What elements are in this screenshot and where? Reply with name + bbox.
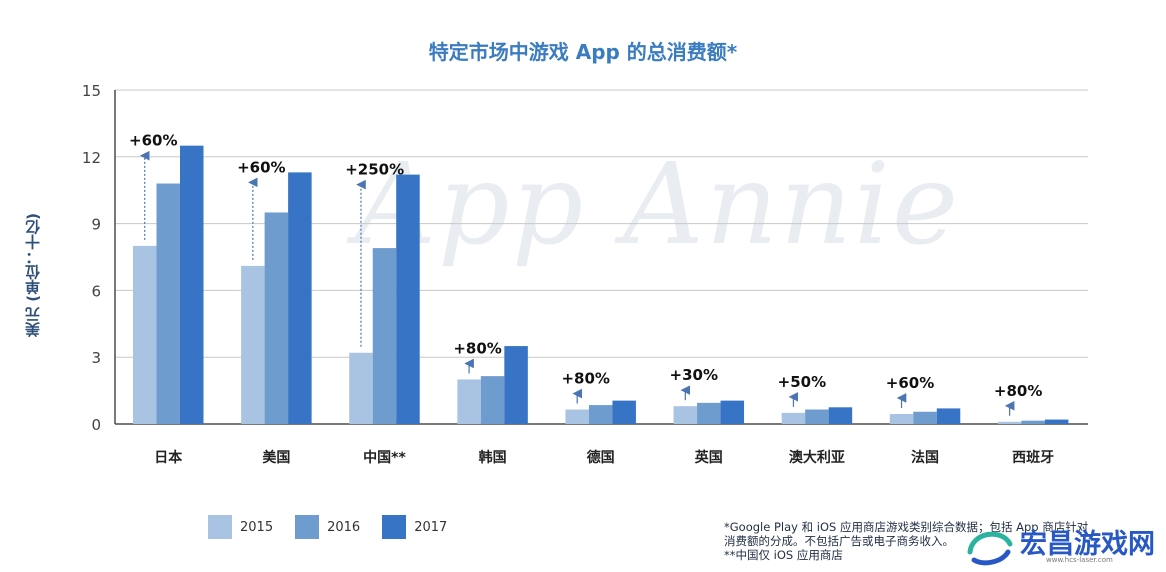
bar <box>565 409 589 424</box>
footnote: *Google Play 和 iOS 应用商店游戏类别综合数据；包括 App 商… <box>724 520 1088 562</box>
footnote-line-3: **中国仅 iOS 应用商店 <box>724 548 843 562</box>
legend-swatch <box>208 515 232 539</box>
bar <box>504 346 528 424</box>
y-tick-label: 12 <box>82 149 101 167</box>
legend-label: 2016 <box>327 519 361 535</box>
bar <box>889 413 914 424</box>
y-tick-label: 3 <box>91 349 101 367</box>
growth-label: +60% <box>129 132 177 150</box>
bar <box>781 412 806 424</box>
legend-item: 2017 <box>382 515 447 539</box>
site-logo: 宏昌游戏网 www.hcs-laser.com <box>962 522 1162 568</box>
bar <box>588 405 613 424</box>
legend: 2015 2016 2017 <box>208 515 447 539</box>
bar <box>396 174 420 424</box>
legend-swatch <box>382 515 407 539</box>
footnote-line-1: *Google Play 和 iOS 应用商店游戏类别综合数据；包括 App 商… <box>724 520 1089 534</box>
bar <box>673 406 698 424</box>
x-tick-label: 澳大利亚 <box>789 449 845 466</box>
bar <box>828 407 853 424</box>
growth-label: +50% <box>778 373 826 391</box>
x-tick-label: 中国** <box>363 449 406 466</box>
legend-item: 2015 <box>208 515 273 539</box>
legend-label: 2015 <box>240 519 274 535</box>
bar <box>133 245 157 424</box>
bar <box>349 352 373 424</box>
logo-url: www.hcs-laser.com <box>1046 556 1113 564</box>
bar <box>480 376 505 424</box>
x-tick-label: 日本 <box>154 449 183 466</box>
bar <box>241 265 265 424</box>
legend-label: 2017 <box>414 519 448 535</box>
bar <box>697 402 721 424</box>
bar <box>612 400 636 424</box>
y-tick-label: 0 <box>91 416 101 434</box>
growth-label: +80% <box>561 370 609 388</box>
x-tick-label: 韩国 <box>479 449 507 466</box>
bar <box>457 379 481 424</box>
growth-label: +250% <box>345 161 404 179</box>
x-tick-label: 英国 <box>694 449 723 466</box>
logo-text: 宏昌游戏网 <box>1020 529 1155 560</box>
bar <box>264 212 289 424</box>
bar <box>156 183 180 424</box>
bar <box>288 172 312 424</box>
legend-swatch <box>295 515 320 539</box>
bar <box>1021 420 1045 424</box>
x-tick-label: 法国 <box>911 449 939 466</box>
bar <box>997 421 1022 424</box>
bar <box>936 408 961 424</box>
footnote-line-2: 消费额的分成。不包括广告或电子商务收入。 <box>724 534 954 548</box>
x-tick-label: 西班牙 <box>1012 449 1054 466</box>
bar <box>180 145 204 424</box>
logo-swirl-icon <box>967 531 1013 566</box>
x-tick-label: 美国 <box>262 449 290 466</box>
chart-title: 特定市场中游戏 App 的总消费额* <box>428 40 738 64</box>
y-tick-label: 15 <box>82 82 101 100</box>
y-tick-label: 9 <box>91 216 101 234</box>
growth-label: +30% <box>670 366 718 384</box>
growth-label: +60% <box>237 158 285 176</box>
bar <box>913 411 937 424</box>
growth-label: +80% <box>994 382 1042 400</box>
bar <box>720 400 745 424</box>
x-tick-label: 德国 <box>587 449 615 466</box>
legend-item: 2016 <box>295 515 360 539</box>
bar <box>1044 419 1069 424</box>
bar <box>372 248 397 424</box>
y-tick-label: 6 <box>91 282 101 300</box>
bar <box>805 409 829 424</box>
growth-label: +60% <box>886 374 934 392</box>
growth-label: +80% <box>453 339 501 357</box>
